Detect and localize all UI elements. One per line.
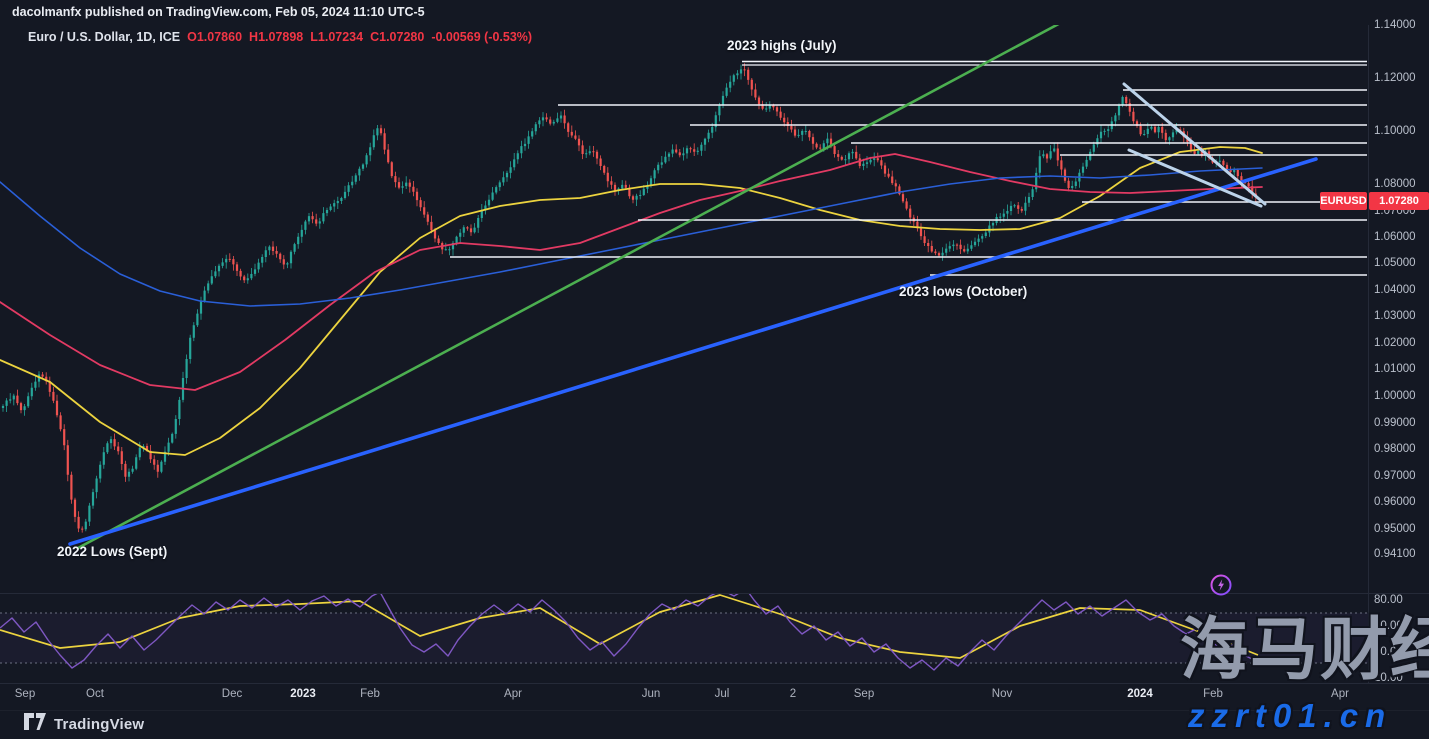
time-axis-label: Nov [991,688,1013,700]
price-axis-label: 1.02000 [1374,337,1416,349]
time-axis-label: Jun [641,688,661,700]
ohlc-close: C1.07280 [370,30,425,44]
price-axis-label: 1.10000 [1374,125,1416,137]
annotation-2023-highs[interactable]: 2023 highs (July) [727,38,837,53]
time-axis-label: 2024 [1127,688,1153,700]
time-axis-label: 2023 [290,688,316,700]
price-axis-label: 0.94100 [1374,548,1416,560]
price-axis-label: 0.97000 [1374,470,1416,482]
last-price-tag: 1.07280 [1369,192,1429,210]
time-axis-label: Apr [504,688,522,700]
time-axis-label: Apr [1331,688,1349,700]
price-axis-label: 1.00000 [1374,390,1416,402]
price-axis-label: 1.06000 [1374,231,1416,243]
price-axis-label: 0.99000 [1374,417,1416,429]
price-axis-label: 1.14000 [1374,19,1416,31]
time-axis-label: Feb [360,688,380,700]
price-axis-label: 1.05000 [1374,257,1416,269]
time-axis-label: Sep [14,688,36,700]
symbol-title: Euro / U.S. Dollar, 1D, ICE [28,30,181,44]
symbol-price-tag: EURUSD [1320,192,1367,210]
price-axis-label: 1.04000 [1374,284,1416,296]
price-axis-label: 1.08000 [1374,178,1416,190]
rsi-axis-label: 40.00 [1374,646,1403,658]
price-axis-label: 0.98000 [1374,443,1416,455]
time-axis-label: Sep [853,688,875,700]
tradingview-logo[interactable]: TradingView [24,713,144,735]
price-axis-border[interactable] [1368,25,1369,683]
publish-info: dacolmanfx published on TradingView.com,… [12,5,425,19]
price-axis-label: 1.01000 [1374,363,1416,375]
time-axis-border[interactable] [0,683,1429,684]
annotation-2022-lows[interactable]: 2022 Lows (Sept) [57,544,168,559]
price-axis-label: 1.03000 [1374,310,1416,322]
pane-separator[interactable] [0,593,1429,594]
annotation-2023-lows[interactable]: 2023 lows (October) [899,284,1028,299]
rsi-axis-label: 60.00 [1374,620,1403,632]
price-axis-label: 1.12000 [1374,72,1416,84]
time-axis-label: Oct [86,688,104,700]
time-axis-label: 2 [789,688,797,700]
tradingview-logo-text: TradingView [54,715,145,733]
ohlc-open: O1.07860 [187,30,243,44]
time-axis-label: Dec [221,688,243,700]
ohlc-high: H1.07898 [249,30,304,44]
flash-icon[interactable] [1209,573,1233,602]
rsi-axis-label: 80.00 [1374,594,1403,606]
publish-info-text: dacolmanfx published on TradingView.com,… [12,5,425,19]
watermark-chinese: 海马财经 [1180,612,1429,688]
rsi-axis-label: 20.00 [1374,672,1403,684]
time-axis-label: Feb [1203,688,1223,700]
footer-border [0,710,1429,711]
price-axis-label: 0.95000 [1374,523,1416,535]
tradingview-logo-icon [24,713,47,735]
ohlc-change: -0.00569 (-0.53%) [431,30,533,44]
ohlc-low: L1.07234 [310,30,364,44]
watermark-url: zzrt01.cn [1188,697,1393,734]
time-axis-label: Jul [714,688,730,700]
price-axis-label: 0.96000 [1374,496,1416,508]
symbol-legend[interactable]: Euro / U.S. Dollar, 1D, ICE O1.07860 H1.07… [28,30,532,44]
